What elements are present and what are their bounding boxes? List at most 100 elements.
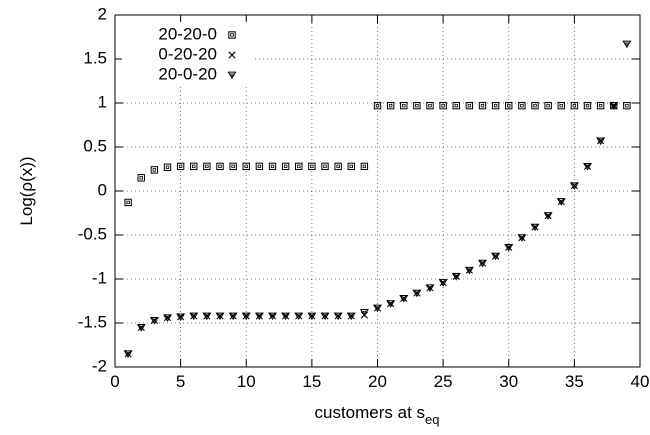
- point-20-20-0-inner: [533, 103, 537, 108]
- point-20-20-0: [413, 101, 421, 110]
- point-20-0-20-outer: [123, 350, 133, 359]
- point-20-20-0: [137, 174, 145, 182]
- point-20-0-20: [451, 272, 461, 281]
- series-0-20-20: [124, 102, 618, 358]
- series-20-0-20: [123, 40, 632, 359]
- point-20-0-20-outer: [202, 312, 212, 321]
- point-20-0-20: [136, 324, 146, 332]
- point-20-20-0: [163, 163, 172, 171]
- point-20-20-0-inner: [244, 164, 248, 169]
- x-tick-label: 10: [237, 372, 256, 391]
- point-20-20-0-outer: [413, 101, 421, 110]
- point-20-0-20-outer: [543, 212, 553, 220]
- point-20-0-20-inner: [257, 314, 262, 318]
- point-20-0-20: [163, 314, 172, 322]
- point-20-0-20-outer: [517, 234, 527, 242]
- point-0-20-20: [531, 223, 539, 231]
- legend-label-20-0-20: 20-0-20: [158, 64, 217, 83]
- point-0-20-20: [465, 266, 473, 274]
- point-20-0-20: [464, 266, 474, 275]
- point-0-20-20: [518, 234, 526, 242]
- point-0-20-20: [308, 312, 316, 320]
- point-20-20-0-inner: [205, 164, 209, 169]
- point-20-0-20-inner: [283, 314, 288, 318]
- point-20-0-20: [556, 198, 566, 206]
- legend-marker-20-20-0: [228, 31, 236, 39]
- x-axis-title: customers at seq: [314, 403, 439, 427]
- point-20-0-20: [609, 102, 619, 110]
- point-20-0-20-inner: [375, 306, 380, 310]
- point-20-0-20: [202, 312, 212, 321]
- point-20-20-0-inner: [467, 103, 472, 108]
- point-20-0-20-outer: [556, 198, 566, 206]
- point-20-0-20: [438, 279, 448, 287]
- point-20-0-20-outer: [386, 300, 396, 308]
- point-20-20-0-inner: [559, 103, 563, 108]
- point-20-20-0-inner: [283, 164, 288, 169]
- point-20-0-20-outer: [241, 312, 251, 321]
- point-0-20-20: [610, 102, 618, 110]
- point-20-20-0-outer: [321, 162, 329, 171]
- point-20-20-0-outer: [229, 162, 237, 171]
- point-20-0-20-outer: [281, 312, 291, 321]
- point-20-20-0: [190, 162, 198, 171]
- point-20-0-20: [425, 284, 435, 293]
- point-20-20-0: [400, 101, 408, 110]
- point-20-0-20-outer: [320, 312, 330, 321]
- point-20-0-20-inner: [427, 286, 433, 290]
- point-20-0-20-outer: [346, 312, 356, 321]
- point-20-20-0-outer: [268, 162, 277, 171]
- point-20-20-0-inner: [585, 103, 590, 108]
- point-0-20-20: [255, 312, 263, 320]
- point-20-0-20: [228, 312, 238, 321]
- point-20-20-0-outer: [334, 162, 342, 171]
- point-0-20-20: [557, 197, 565, 206]
- point-20-0-20-outer: [228, 312, 238, 321]
- point-20-0-20: [504, 243, 514, 252]
- tick-labels: -2-1.5-1-0.500.511.520 5 10 15 20 25 30 35 40: [78, 4, 650, 391]
- point-20-0-20-outer: [307, 312, 317, 321]
- point-20-0-20-inner: [624, 42, 629, 46]
- point-20-0-20-outer: [333, 312, 343, 321]
- point-20-20-0: [295, 162, 303, 171]
- point-20-20-0: [229, 162, 237, 171]
- point-20-20-0-outer: [360, 162, 369, 171]
- point-20-0-20-inner: [244, 314, 249, 318]
- point-0-20-20: [124, 350, 132, 358]
- point-0-20-20: [295, 312, 303, 320]
- y-axis-title: Log(ρ(x)): [17, 156, 36, 225]
- point-20-20-0-outer: [531, 101, 539, 110]
- point-20-20-0-outer: [465, 101, 474, 110]
- point-20-20-0: [308, 162, 316, 171]
- legend-label-20-20-0: 20-20-0: [158, 24, 217, 43]
- point-20-20-0-inner: [362, 164, 367, 169]
- point-20-0-20-inner: [139, 325, 144, 330]
- point-0-20-20: [373, 304, 382, 312]
- point-20-20-0: [321, 162, 329, 171]
- point-20-0-20-inner: [546, 214, 551, 218]
- point-20-0-20-outer: [176, 313, 186, 322]
- y-tick-label: 1.5: [83, 48, 107, 67]
- point-20-20-0-inner: [388, 103, 393, 108]
- point-20-20-0: [216, 162, 224, 171]
- point-20-0-20-outer: [425, 284, 435, 293]
- point-20-20-0: [242, 162, 250, 171]
- point-20-20-0-inner: [192, 164, 196, 169]
- y-tick-label: 2: [98, 4, 107, 23]
- point-20-20-0: [150, 166, 159, 174]
- x-tick-label: 20: [368, 372, 387, 391]
- point-20-20-0: [426, 101, 434, 110]
- point-20-20-0-outer: [281, 162, 290, 171]
- point-20-0-20-inner: [585, 164, 590, 169]
- series-20-20-0: [124, 101, 631, 207]
- point-20-0-20-inner: [414, 291, 419, 295]
- x-tick-label: 0: [110, 372, 119, 391]
- point-20-0-20-outer: [596, 137, 606, 146]
- legend: 20-20-0 0-20-20 20-0-20: [122, 22, 252, 87]
- point-0-20-20: [426, 284, 434, 292]
- point-20-20-0-inner: [415, 103, 419, 108]
- x-tick-label: 40: [631, 372, 650, 391]
- point-20-0-20-outer: [268, 312, 277, 321]
- point-0-20-20: [492, 252, 500, 260]
